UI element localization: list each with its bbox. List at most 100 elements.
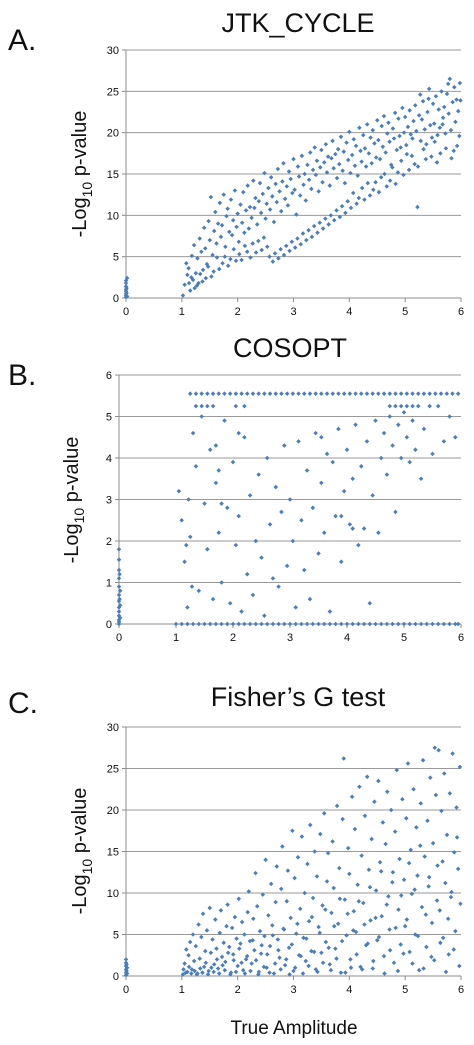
data-point	[296, 174, 302, 179]
data-point	[401, 951, 406, 956]
data-point	[455, 391, 461, 396]
data-point	[345, 199, 350, 204]
data-point	[282, 443, 287, 448]
data-point	[350, 621, 355, 627]
data-point	[295, 921, 300, 926]
data-point	[319, 147, 324, 153]
data-point	[348, 957, 353, 962]
x-tick-label: 4	[344, 632, 350, 644]
data-point	[379, 913, 384, 919]
data-point	[244, 391, 250, 396]
data-point	[457, 963, 462, 969]
data-point	[369, 160, 374, 166]
panel-2: C. Fisher’s G test 0 5 10 15 20 25 30 0 1 2 3 4 5 6 -Log…	[8, 682, 464, 1039]
data-point	[345, 845, 351, 851]
data-point	[380, 144, 386, 149]
data-point	[294, 931, 299, 936]
data-point	[434, 898, 440, 903]
data-point	[333, 513, 338, 519]
data-point	[438, 391, 444, 396]
data-point	[242, 403, 247, 409]
data-point	[393, 403, 398, 409]
data-point	[385, 789, 390, 795]
data-point	[441, 439, 447, 444]
y-axis-label-sub: 10	[79, 859, 95, 875]
x-tick-label: 1	[179, 306, 185, 318]
data-point	[284, 563, 290, 569]
panel-1: B. COSOPT 0 1 2 3 4 5 6 0 1 2 3 4 5 6 -Log10 p-value	[8, 333, 464, 644]
data-point	[344, 933, 349, 938]
data-point	[211, 962, 217, 967]
data-point	[228, 197, 234, 202]
data-point	[364, 774, 370, 780]
data-point	[305, 162, 310, 168]
data-point	[353, 143, 359, 149]
data-point	[415, 204, 420, 210]
data-point	[453, 621, 458, 627]
data-point	[398, 455, 404, 461]
data-point	[270, 576, 276, 581]
data-point	[436, 107, 441, 112]
data-point	[302, 171, 307, 177]
data-point	[304, 621, 310, 627]
data-point	[429, 954, 434, 960]
data-point	[454, 805, 459, 810]
data-point	[395, 170, 401, 175]
data-point	[205, 403, 210, 409]
data-point	[390, 879, 395, 885]
data-point	[365, 180, 371, 186]
data-point	[116, 557, 122, 562]
data-point	[452, 850, 457, 855]
data-points	[116, 391, 461, 627]
data-point	[393, 391, 398, 396]
data-point	[353, 422, 358, 428]
data-point	[210, 937, 215, 942]
data-point	[280, 844, 285, 849]
data-point	[394, 767, 400, 773]
data-point	[431, 121, 437, 126]
data-point	[439, 808, 444, 814]
data-point	[260, 892, 266, 897]
data-point	[406, 167, 412, 173]
data-point	[340, 816, 345, 822]
data-point	[323, 141, 329, 147]
data-point	[376, 391, 381, 396]
data-point	[235, 963, 240, 969]
x-tick-label: 6	[458, 306, 464, 318]
data-point	[339, 938, 345, 944]
data-point	[209, 274, 214, 279]
data-point	[433, 94, 439, 99]
y-tick-label: 30	[107, 722, 119, 734]
data-point	[371, 187, 376, 192]
data-point	[457, 764, 463, 770]
data-point	[440, 122, 445, 127]
data-point	[268, 881, 274, 887]
data-point	[319, 391, 324, 396]
x-tick-label: 1	[173, 632, 179, 644]
data-point	[191, 958, 197, 964]
data-point	[453, 928, 458, 934]
data-point	[281, 160, 286, 166]
data-point	[384, 902, 390, 907]
data-point	[184, 261, 189, 266]
data-point	[116, 584, 122, 589]
data-point	[193, 943, 199, 949]
data-point	[331, 218, 337, 223]
data-point	[264, 201, 269, 207]
data-point	[302, 890, 307, 896]
y-axis-label-main: -Log	[69, 874, 91, 914]
data-point	[193, 391, 199, 396]
data-point	[448, 894, 454, 900]
data-point	[116, 567, 122, 573]
data-point	[299, 517, 304, 523]
data-point	[193, 403, 199, 409]
data-point	[333, 621, 338, 627]
data-point	[376, 137, 381, 143]
data-point	[311, 949, 317, 955]
data-point	[324, 879, 330, 884]
data-point	[261, 235, 267, 240]
data-point	[326, 945, 331, 951]
y-tick-label: 10	[107, 210, 119, 222]
data-points	[123, 76, 463, 300]
data-point	[453, 119, 458, 125]
